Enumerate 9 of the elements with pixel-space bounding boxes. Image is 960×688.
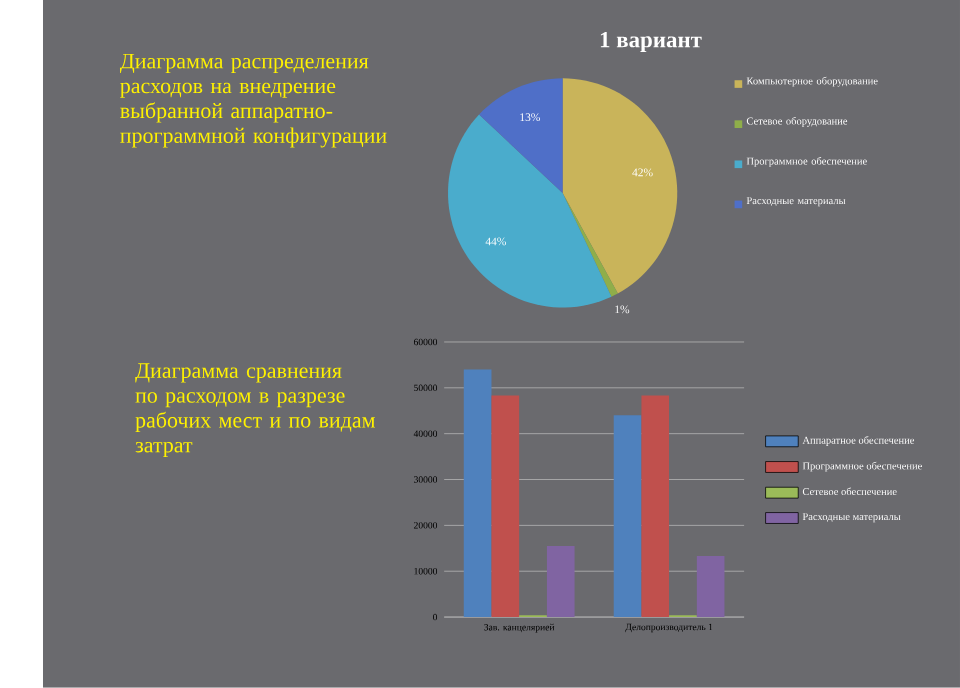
bar xyxy=(696,556,725,618)
bar xyxy=(491,395,520,618)
bar xyxy=(613,415,642,618)
text: Диаграмма распределения расходов на внедрение выбранной аппаратно-программной конфигурации xyxy=(119,54,387,148)
bar xyxy=(546,546,575,618)
bar xyxy=(641,395,670,618)
chart-title: 1 вариант xyxy=(600,32,702,53)
text: Диаграмма сравнения по расходом в разрезе рабочих мест и по видам затрат xyxy=(135,363,375,458)
bar xyxy=(463,369,492,618)
